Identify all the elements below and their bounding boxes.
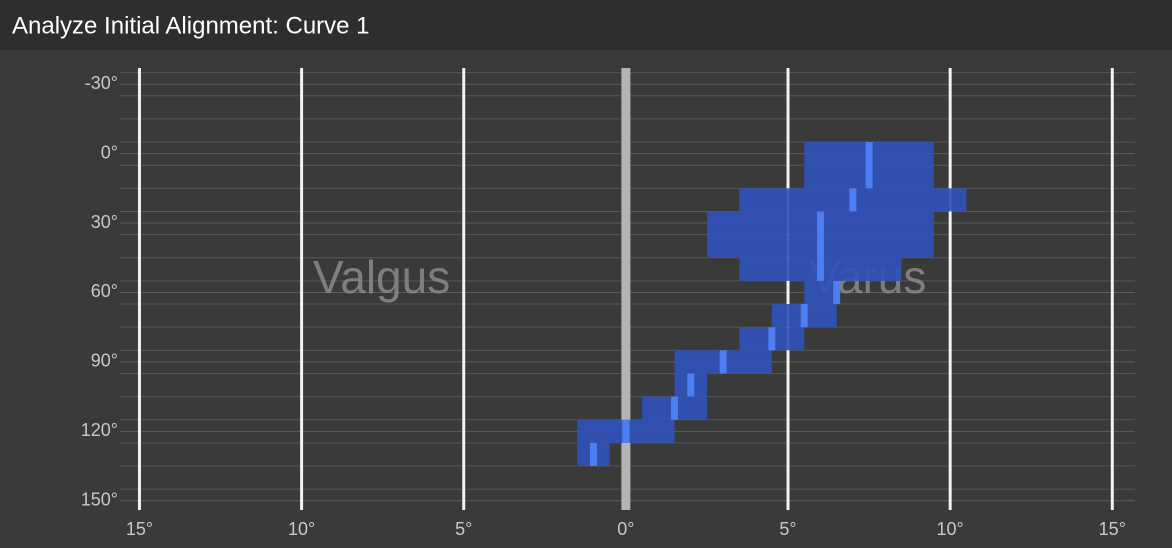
x-tick-label: 15° <box>126 519 153 539</box>
mean-marker <box>849 188 857 212</box>
mean-marker <box>800 304 808 328</box>
y-tick-label: 120° <box>81 420 118 440</box>
mean-marker <box>719 350 727 374</box>
x-tick-label: 15° <box>1099 519 1126 539</box>
mean-marker <box>865 142 873 166</box>
x-tick-label: 10° <box>288 519 315 539</box>
x-tick-label: 0° <box>617 519 634 539</box>
chart-title: Analyze Initial Alignment: Curve 1 <box>12 12 370 39</box>
y-tick-label: 150° <box>81 489 118 509</box>
mean-marker <box>687 373 695 397</box>
y-tick-label: 30° <box>91 212 118 232</box>
range-bar <box>804 280 837 305</box>
x-tick-label: 10° <box>937 519 964 539</box>
mean-marker <box>816 257 824 281</box>
mean-marker <box>622 419 630 443</box>
x-tick-label: 5° <box>455 519 472 539</box>
mean-marker <box>671 396 679 420</box>
y-tick-label: 0° <box>101 142 118 162</box>
mean-marker <box>865 165 873 189</box>
y-tick-label: 60° <box>91 281 118 301</box>
y-tick-label: 90° <box>91 351 118 371</box>
mean-marker <box>589 442 597 467</box>
y-tick-label: -30° <box>85 73 118 93</box>
mean-marker <box>816 234 824 258</box>
mean-marker <box>768 327 776 351</box>
mean-marker <box>816 211 824 235</box>
x-tick-label: 5° <box>779 519 796 539</box>
annotation: Valgus <box>313 251 450 303</box>
mean-marker <box>833 280 841 305</box>
title-bar <box>0 0 1172 50</box>
